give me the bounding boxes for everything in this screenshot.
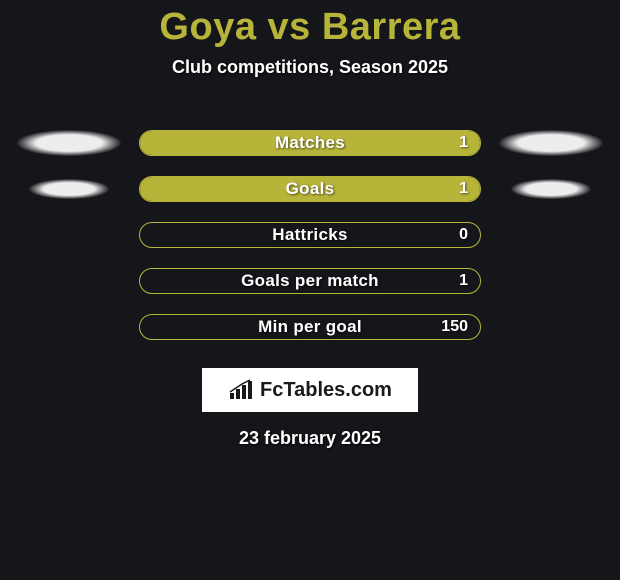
left-shadow-slot (17, 221, 121, 249)
right-shadow-slot (499, 267, 603, 295)
right-shadow-slot (499, 175, 603, 203)
left-shadow-slot (17, 267, 121, 295)
stat-row: Hattricks 0 (0, 212, 620, 258)
player-shadow-icon (499, 130, 603, 156)
stat-bar: Goals per match 1 (139, 268, 481, 294)
stat-bar: Hattricks 0 (139, 222, 481, 248)
player-shadow-icon (511, 179, 591, 199)
bar-chart-icon (228, 379, 254, 401)
left-shadow-slot (17, 175, 121, 203)
stat-bar: Goals 1 (139, 176, 481, 202)
stat-bar: Min per goal 150 (139, 314, 481, 340)
stat-value: 1 (459, 269, 468, 293)
stat-value: 150 (441, 315, 468, 339)
stat-row: Goals 1 (0, 166, 620, 212)
stat-label: Min per goal (140, 315, 480, 339)
stat-label: Hattricks (140, 223, 480, 247)
right-shadow-slot (499, 313, 603, 341)
stats-list: Matches 1 Goals 1 Hattricks 0 (0, 120, 620, 350)
date-text: 23 february 2025 (0, 428, 620, 449)
player-shadow-icon (17, 130, 121, 156)
stat-row: Min per goal 150 (0, 304, 620, 350)
stat-row: Matches 1 (0, 120, 620, 166)
stat-row: Goals per match 1 (0, 258, 620, 304)
right-shadow-slot (499, 221, 603, 249)
player-shadow-icon (29, 179, 109, 199)
stat-label: Goals per match (140, 269, 480, 293)
stat-value: 1 (459, 177, 468, 201)
page-title: Goya vs Barrera (0, 0, 620, 49)
page-subtitle: Club competitions, Season 2025 (0, 57, 620, 78)
brand-badge: FcTables.com (202, 368, 418, 412)
stat-value: 1 (459, 131, 468, 155)
stat-label: Goals (140, 177, 480, 201)
left-shadow-slot (17, 313, 121, 341)
left-shadow-slot (17, 129, 121, 157)
stat-value: 0 (459, 223, 468, 247)
stat-label: Matches (140, 131, 480, 155)
right-shadow-slot (499, 129, 603, 157)
brand-text: FcTables.com (260, 379, 392, 402)
stat-bar: Matches 1 (139, 130, 481, 156)
